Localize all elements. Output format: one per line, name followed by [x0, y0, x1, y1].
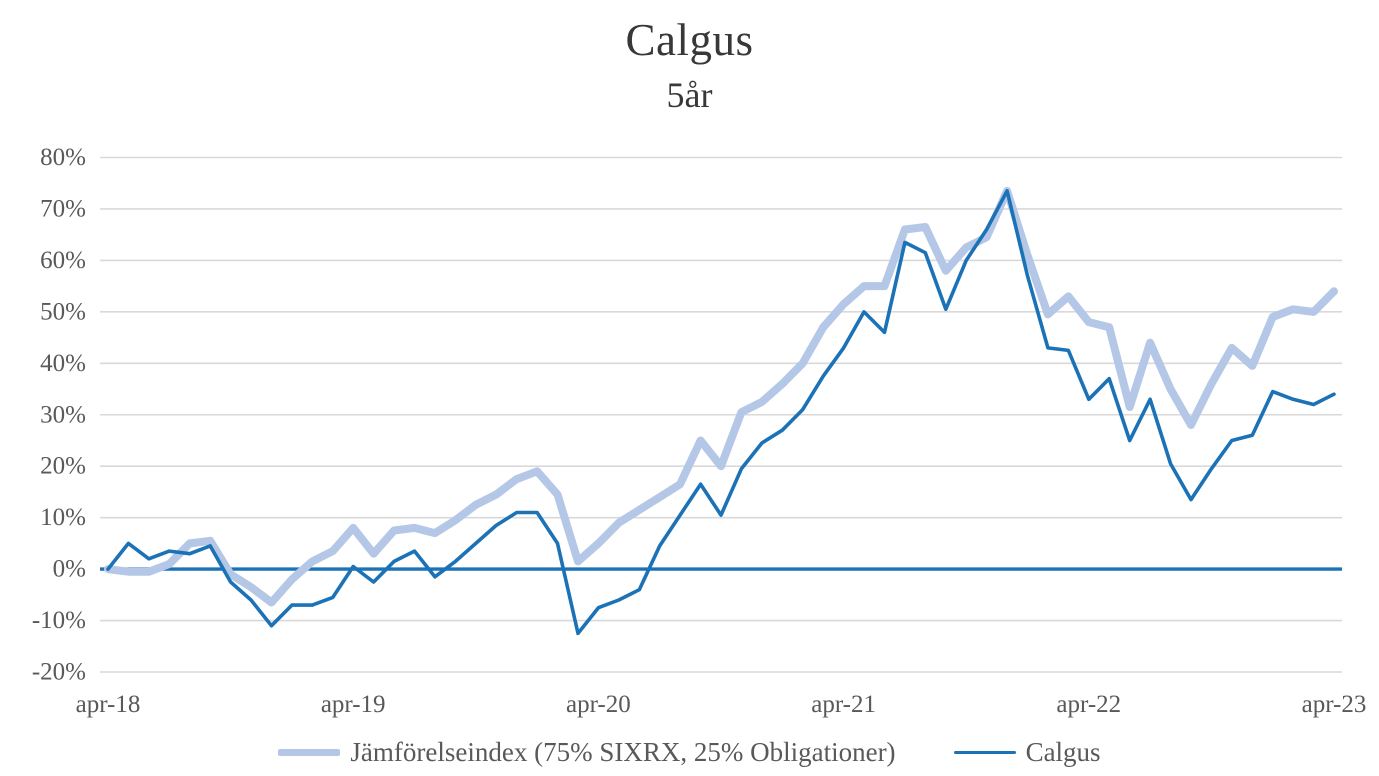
legend-item-calgus: Calgus: [953, 737, 1101, 768]
y-axis-label: 80%: [40, 144, 86, 171]
y-axis-label: 60%: [40, 247, 86, 274]
y-axis-label: 20%: [40, 453, 86, 480]
x-axis-label: apr-20: [566, 691, 631, 718]
legend-label-calgus: Calgus: [1025, 737, 1101, 767]
y-axis-label: 70%: [40, 195, 86, 222]
y-axis-label: 30%: [40, 401, 86, 428]
y-axis-label: -10%: [32, 607, 86, 634]
benchmark-series-line: [104, 186, 1338, 607]
x-axis-label: apr-19: [321, 691, 386, 718]
chart-legend: Jämförelseindex (75% SIXRX, 25% Obligati…: [0, 737, 1379, 768]
calgus-line-swatch: [953, 750, 1016, 755]
legend-label-benchmark: Jämförelseindex (75% SIXRX, 25% Obligati…: [350, 737, 896, 767]
y-axis-label: 40%: [40, 350, 86, 377]
x-axis-label: apr-23: [1302, 691, 1367, 718]
x-axis-label: apr-22: [1056, 691, 1121, 718]
x-axis-label: apr-18: [76, 691, 141, 718]
calgus-series-line: [106, 189, 1336, 636]
y-axis-label: 10%: [40, 504, 86, 531]
legend-item-benchmark: Jämförelseindex (75% SIXRX, 25% Obligati…: [278, 737, 896, 768]
benchmark-line-swatch: [278, 749, 341, 756]
chart-subtitle: 5år: [666, 75, 713, 115]
x-axis-label: apr-21: [811, 691, 876, 718]
chart-title: Calgus: [625, 15, 754, 65]
y-axis-label: 50%: [40, 298, 86, 325]
y-axis-label: 0%: [53, 556, 86, 583]
y-axis-label: -20%: [32, 659, 86, 686]
